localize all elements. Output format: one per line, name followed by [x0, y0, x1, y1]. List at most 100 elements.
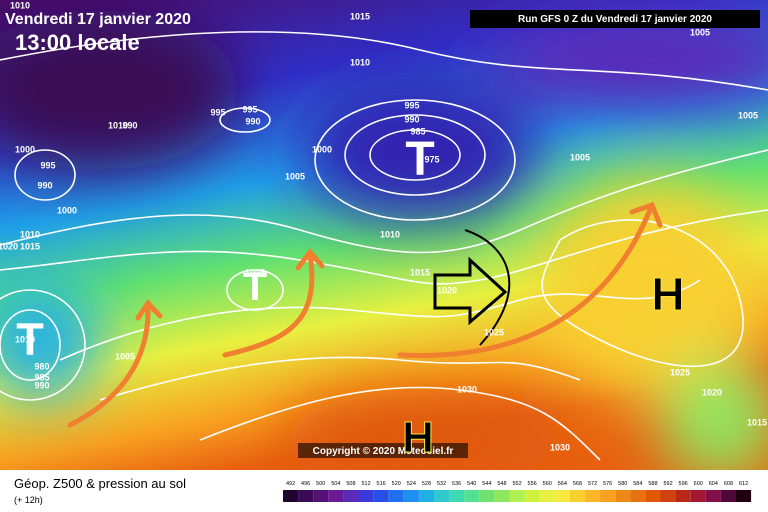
flow-arrows: [67, 201, 663, 428]
run-info: Run GFS 0 Z du Vendredi 17 janvier 2020: [518, 14, 712, 25]
isobar-label: 1020: [702, 387, 722, 397]
legend-label: 508: [346, 481, 355, 487]
legend-swatch: [615, 490, 631, 502]
isobar-label: 995: [242, 104, 257, 114]
isobar-label: 990: [34, 380, 49, 390]
copyright-box: [298, 443, 468, 458]
pressure-center: T: [405, 133, 434, 186]
isobar-label: 1000: [57, 205, 77, 215]
isobar-label: 995: [210, 107, 225, 117]
legend-label: 492: [286, 481, 295, 487]
legend-label: 528: [422, 481, 431, 487]
legend-swatch: [675, 490, 691, 502]
legend-swatch: [630, 490, 646, 502]
isobar-label: 1010: [350, 57, 370, 67]
legend-label: 604: [709, 481, 718, 487]
legend-label: 544: [482, 481, 491, 487]
legend-label: 556: [528, 481, 537, 487]
legend-swatch: [509, 490, 525, 502]
map-date: Vendredi 17 janvier 2020: [5, 11, 191, 28]
map-time: 13:00 locale: [15, 30, 140, 55]
legend-swatch: [494, 490, 510, 502]
color-fields: [0, 10, 768, 490]
legend-swatch: [736, 490, 752, 502]
legend-label: 532: [437, 481, 446, 487]
footer-title: Géop. Z500 & pression au sol: [14, 476, 186, 491]
legend-swatch: [585, 490, 601, 502]
legend-swatch: [298, 490, 314, 502]
isobar-label: 1015: [410, 267, 430, 277]
legend-label: 608: [724, 481, 733, 487]
isobar-label: 1000: [15, 144, 35, 154]
legend-label: 564: [558, 481, 567, 487]
isobar-label: 1010: [10, 0, 30, 10]
legend-label: 568: [573, 481, 582, 487]
legend-label: 500: [316, 481, 325, 487]
legend-swatch: [328, 490, 344, 502]
isobar-label: 975: [424, 154, 439, 164]
copyright: Copyright © 2020 Meteociel.fr: [313, 446, 454, 457]
isobar-label: 990: [245, 116, 260, 126]
legend-swatch: [464, 490, 480, 502]
legend-swatch: [388, 490, 404, 502]
legend-label: 504: [331, 481, 340, 487]
legend-swatch: [600, 490, 616, 502]
isobar-label: 1010: [15, 334, 35, 344]
pressure-center: T: [243, 265, 267, 309]
legend-label: 612: [739, 481, 748, 487]
legend-label: 572: [588, 481, 597, 487]
legend-label: 576: [603, 481, 612, 487]
legend-label: 592: [663, 481, 672, 487]
legend-label: 552: [512, 481, 521, 487]
legend-label: 516: [377, 481, 386, 487]
legend-label: 596: [679, 481, 688, 487]
legend-swatch: [343, 490, 359, 502]
legend-swatch: [660, 490, 676, 502]
legend-label: 524: [407, 481, 416, 487]
isobar-label: 990: [37, 180, 52, 190]
isobar-label: 1025: [670, 367, 690, 377]
legend-swatch: [645, 490, 661, 502]
isobar-label: 1005: [690, 27, 710, 37]
isobar-label: 985: [34, 372, 49, 382]
isobar-label: 1020: [0, 241, 18, 251]
pressure-center: T: [16, 314, 44, 365]
legend-swatch: [283, 490, 299, 502]
legend-swatch: [554, 490, 570, 502]
isobar-label: 995: [404, 100, 419, 110]
isobar-label: 985: [410, 126, 425, 136]
legend-swatch: [720, 490, 736, 502]
legend-swatch: [373, 490, 389, 502]
isobar-label: 1000: [312, 144, 332, 154]
legend-swatch: [690, 490, 706, 502]
isobar-label: 1005: [738, 110, 758, 120]
legend-label: 548: [497, 481, 506, 487]
legend-swatch: [418, 490, 434, 502]
isobar-label: 1015: [20, 241, 40, 251]
legend-swatch: [358, 490, 374, 502]
isobars: [0, 31, 768, 461]
legend-label: 600: [694, 481, 703, 487]
footer-subtitle: (+ 12h): [14, 495, 43, 505]
front-arrow: [433, 256, 508, 326]
isobar-label: 1015: [747, 417, 767, 427]
legend-swatch: [569, 490, 585, 502]
legend-label: 588: [648, 481, 657, 487]
isobar-label: 1015: [350, 11, 370, 21]
legend-swatch: [403, 490, 419, 502]
legend-swatch: [479, 490, 495, 502]
isobar-label: 1005: [115, 351, 135, 361]
isobar-label: 1010: [380, 229, 400, 239]
legend-label: 536: [452, 481, 461, 487]
legend-label: 584: [633, 481, 642, 487]
isobar-label: 1010: [20, 229, 40, 239]
isobar-label: 1030: [550, 442, 570, 452]
pressure-center: H: [651, 268, 684, 320]
legend-swatch: [705, 490, 721, 502]
isobar-label: 1025: [484, 327, 504, 337]
legend-label: 560: [543, 481, 552, 487]
legend-label: 512: [361, 481, 370, 487]
isobar-label: 990: [122, 120, 137, 130]
